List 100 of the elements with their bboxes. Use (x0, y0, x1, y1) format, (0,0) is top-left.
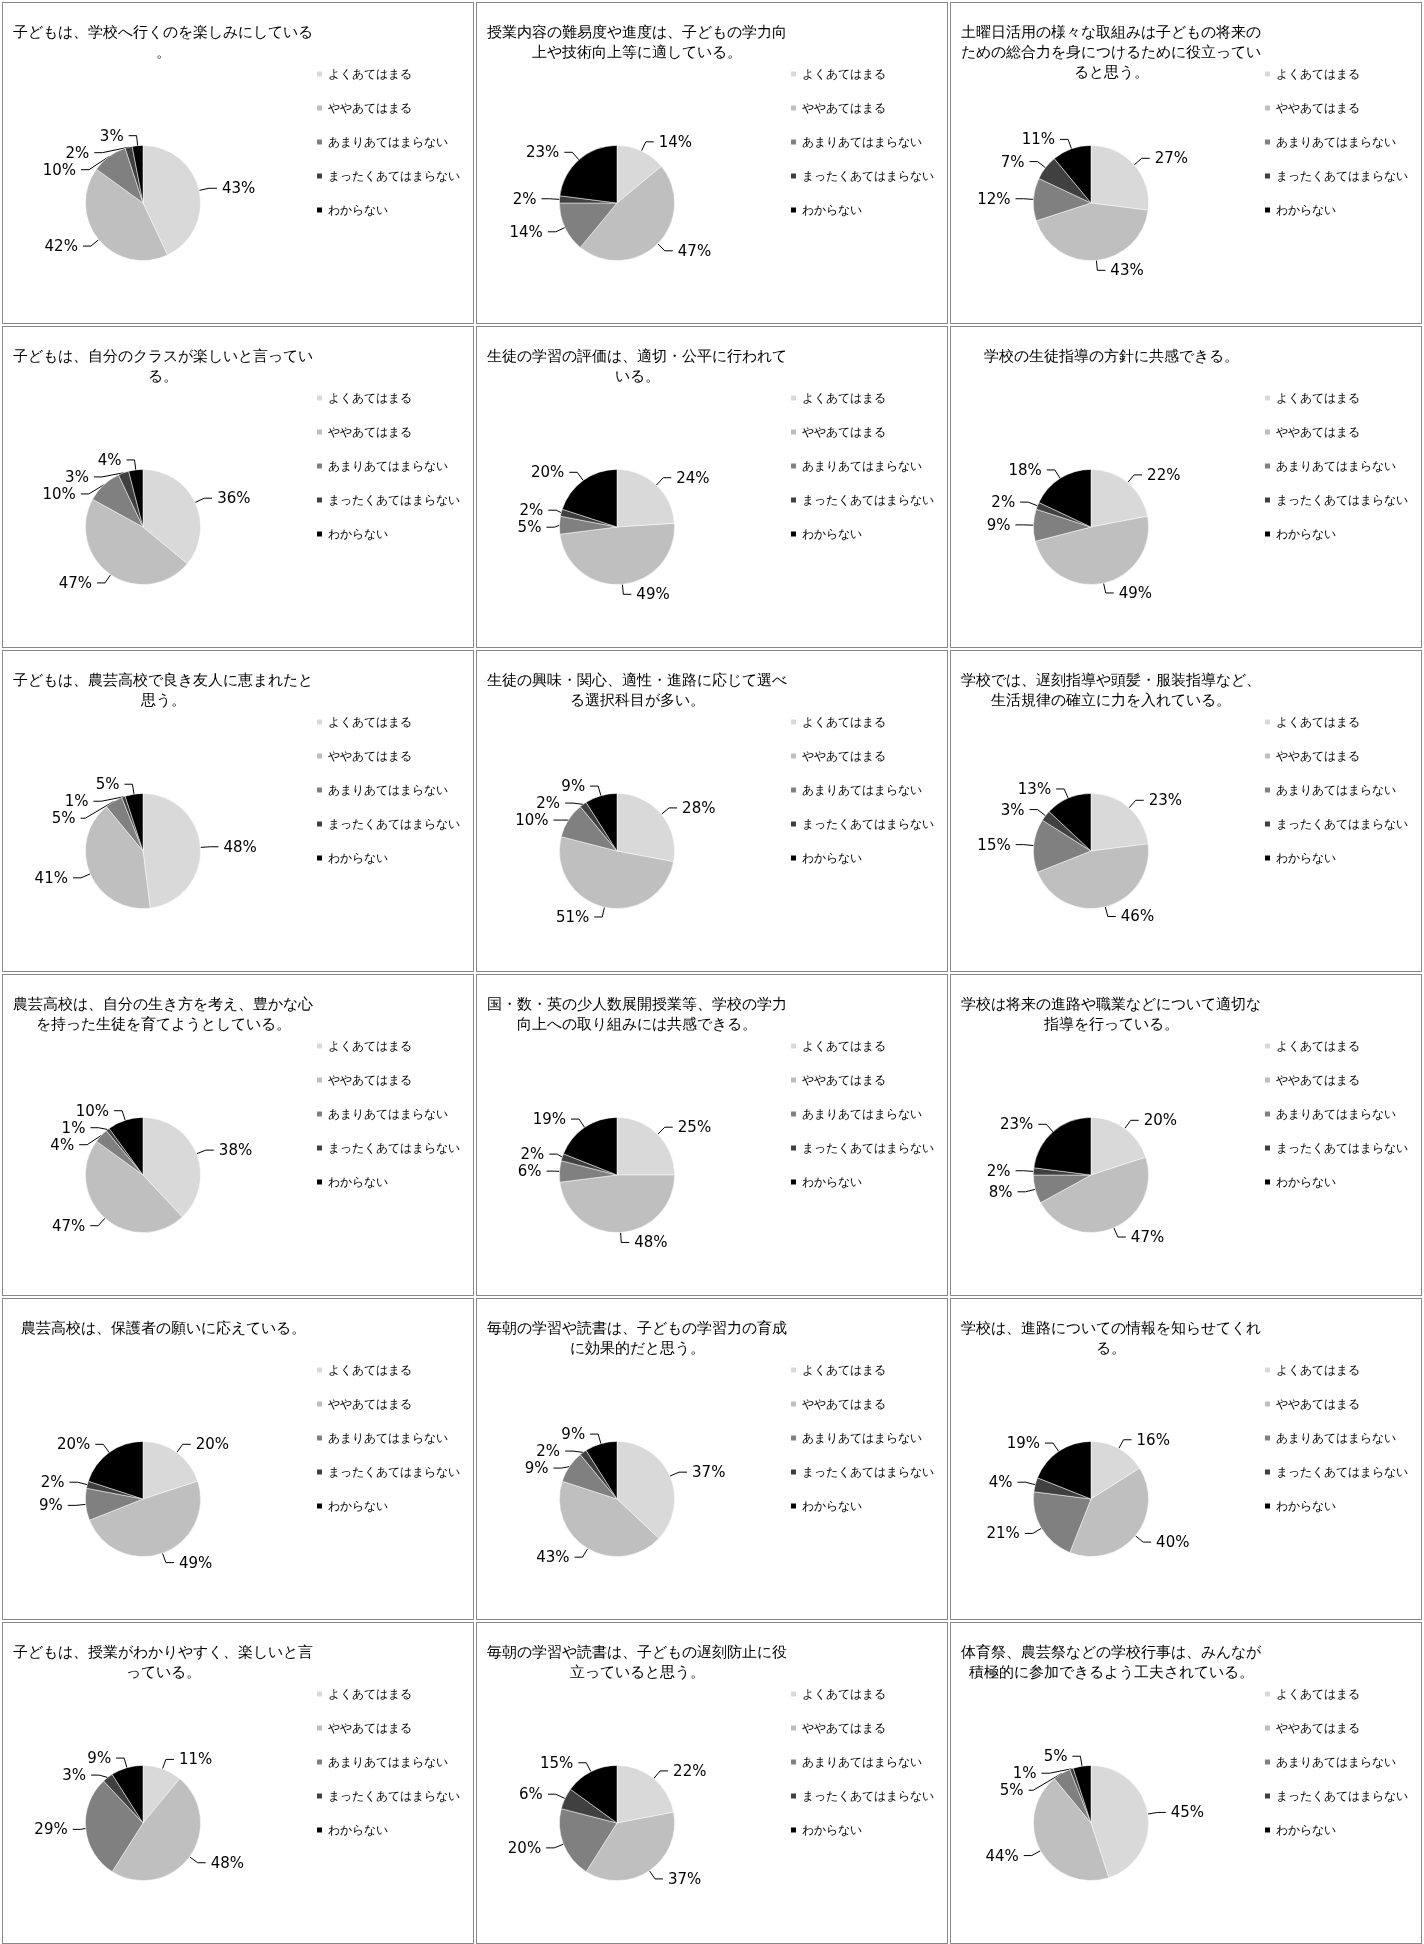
chart-title: 生徒の学習の評価は、適切・公平に行われている。 (487, 347, 787, 385)
data-label: 19% (1006, 1434, 1040, 1453)
data-label: 20% (195, 1435, 230, 1454)
legend-label: よくあてはまる (802, 67, 886, 81)
data-label: 45% (1170, 1803, 1205, 1822)
data-label: 11% (1021, 130, 1056, 149)
data-label: 22% (1147, 465, 1181, 484)
data-label: 3% (99, 126, 124, 145)
data-label: 47% (51, 1216, 86, 1235)
legend-label: まったくあてはまらない (328, 493, 460, 507)
legend-label: まったくあてはまらない (802, 493, 934, 507)
legend-label: あまりあてはまらない (1276, 459, 1396, 473)
data-label: 44% (985, 1846, 1019, 1865)
legend-label: ややあてはまる (1276, 1397, 1360, 1411)
legend-label: まったくあてはまらない (802, 169, 934, 183)
legend-label: わからない (1276, 527, 1336, 541)
legend-label: よくあてはまる (1276, 67, 1360, 81)
data-label: 48% (223, 837, 257, 856)
data-label: 4% (50, 1135, 75, 1154)
legend-label: わからない (1276, 851, 1336, 865)
data-label: 2% (991, 493, 1016, 512)
data-label: 24% (676, 468, 710, 487)
data-label: 47% (677, 241, 712, 260)
legend-label: まったくあてはまらない (802, 1465, 934, 1479)
legend-label: ややあてはまる (328, 1073, 412, 1087)
data-label: 9% (87, 1749, 112, 1768)
legend-label: ややあてはまる (802, 101, 886, 115)
data-label: 8% (988, 1182, 1013, 1201)
data-label: 2% (536, 794, 561, 813)
data-label: 2% (512, 189, 537, 208)
legend-label: よくあてはまる (1276, 1687, 1360, 1701)
data-label: 23% (525, 143, 560, 162)
legend-label: まったくあてはまらない (802, 817, 934, 831)
data-label: 3% (65, 467, 89, 486)
data-label: 1% (61, 1118, 86, 1137)
data-label: 47% (1130, 1228, 1165, 1247)
data-label: 49% (1118, 583, 1153, 602)
data-label: 49% (178, 1553, 213, 1572)
data-label: 49% (636, 585, 670, 604)
data-label: 6% (519, 1785, 543, 1804)
legend-label: よくあてはまる (802, 715, 886, 729)
data-label: 11% (178, 1750, 213, 1769)
data-label: 20% (507, 1838, 542, 1857)
data-label: 10% (42, 160, 76, 179)
data-label: 2% (520, 1145, 545, 1164)
legend-label: あまりあてはまらない (802, 459, 922, 473)
chart-title: 農芸高校は、自分の生き方を考え、豊かな心を持った生徒を育てようとしている。 (13, 995, 313, 1033)
legend-label: ややあてはまる (1276, 101, 1360, 115)
legend-label: わからない (802, 203, 862, 217)
data-label: 15% (539, 1753, 574, 1772)
legend-label: まったくあてはまらない (1276, 1465, 1408, 1479)
chart-title: 学校は将来の進路や職業などについて適切な指導を行っている。 (961, 995, 1261, 1033)
chart-title: 農芸高校は、保護者の願いに応えている。 (20, 1319, 306, 1337)
legend-label: よくあてはまる (328, 1363, 412, 1377)
legend-label: まったくあてはまらない (328, 817, 460, 831)
legend-label: ややあてはまる (802, 1721, 886, 1735)
legend-label: あまりあてはまらない (802, 135, 922, 149)
data-label: 48% (210, 1853, 245, 1872)
data-label: 2% (40, 1473, 65, 1492)
legend-label: あまりあてはまらない (328, 783, 448, 797)
data-label: 4% (988, 1473, 1013, 1492)
legend-label: あまりあてはまらない (802, 1755, 922, 1769)
data-label: 43% (1110, 261, 1144, 280)
data-label: 14% (658, 132, 693, 151)
legend-label: あまりあてはまらない (328, 1107, 448, 1121)
data-label: 5% (1043, 1747, 1068, 1766)
data-label: 3% (1000, 800, 1025, 819)
legend-label: あまりあてはまらない (1276, 135, 1396, 149)
legend-label: あまりあてはまらない (802, 1431, 922, 1445)
data-label: 4% (97, 450, 122, 469)
data-label: 9% (986, 515, 1011, 534)
data-label: 51% (555, 907, 590, 926)
legend-label: わからない (1276, 203, 1336, 217)
chart-title: 学校は、進路についての情報を知らせてくれる。 (961, 1319, 1261, 1357)
chart-title: 子どもは、学校へ行くのを楽しみにしている。 (13, 23, 313, 61)
data-label: 37% (668, 1869, 702, 1888)
data-label: 16% (1136, 1430, 1170, 1449)
legend-label: ややあてはまる (328, 425, 412, 439)
legend-label: よくあてはまる (1276, 1363, 1360, 1377)
legend-label: あまりあてはまらない (802, 1107, 922, 1121)
legend-label: ややあてはまる (802, 1073, 886, 1087)
legend-label: まったくあてはまらない (1276, 493, 1408, 507)
data-label: 5% (51, 809, 76, 828)
legend-label: ややあてはまる (1276, 1721, 1360, 1735)
legend-label: よくあてはまる (328, 1687, 412, 1701)
data-label: 2% (986, 1161, 1011, 1180)
legend-label: よくあてはまる (1276, 391, 1360, 405)
data-label: 37% (692, 1463, 726, 1482)
chart-title: 学校では、遅刻指導や頭髪・服装指導など、生活規律の確立に力を入れている。 (961, 671, 1261, 709)
data-label: 23% (1148, 791, 1183, 810)
data-label: 38% (218, 1141, 253, 1160)
legend-label: わからない (328, 1823, 388, 1837)
chart-title: 毎朝の学習や読書は、子どもの学習力の育成に効果的だと思う。 (487, 1319, 787, 1357)
legend-label: わからない (328, 203, 388, 217)
data-label: 9% (524, 1459, 549, 1478)
data-label: 10% (515, 811, 549, 830)
data-label: 48% (634, 1233, 668, 1252)
data-label: 20% (1143, 1111, 1178, 1130)
data-label: 29% (34, 1820, 68, 1839)
legend-label: あまりあてはまらない (802, 783, 922, 797)
